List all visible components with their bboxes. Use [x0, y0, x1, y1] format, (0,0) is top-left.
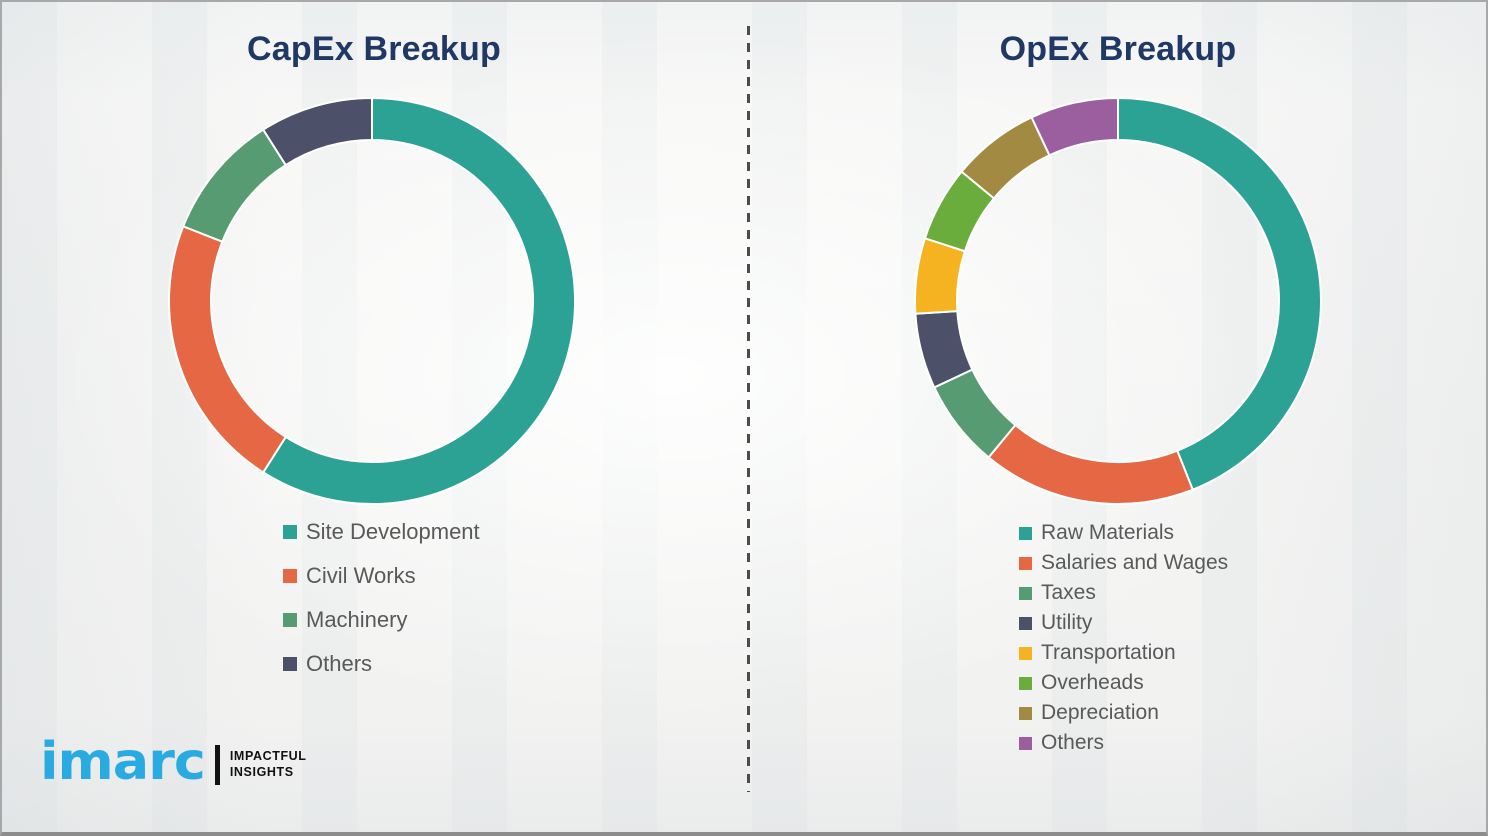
donut-segment-others [1030, 96, 1119, 157]
legend-label-taxes: Taxes [1041, 581, 1096, 604]
legend-swatch-others [283, 657, 297, 671]
legend-swatch-overheads [1019, 676, 1032, 690]
legend-label-site-development: Site Development [306, 519, 480, 544]
donut-segment-salaries-and-wages [987, 423, 1195, 505]
donut-segment-machinery [181, 128, 288, 244]
legend-swatch-raw-materials [1019, 526, 1032, 540]
legend-swatch-transportation [1019, 646, 1032, 660]
legend-item-transportation: Transportation [1019, 638, 1228, 668]
logo-divider-bar [214, 745, 220, 785]
capex-chart-title: CapEx Breakup [247, 30, 501, 68]
legend-item-civil-works: Civil Works [283, 554, 480, 598]
logo-tagline-line1: IMPACTFUL [229, 749, 307, 764]
legend-item-overheads: Overheads [1019, 668, 1228, 698]
legend-item-site-development: Site Development [283, 510, 480, 554]
donut-segment-raw-materials [1117, 96, 1322, 492]
donut-segment-site-development [261, 96, 576, 505]
opex-donut-chart [914, 96, 1322, 505]
legend-item-machinery: Machinery [283, 598, 480, 642]
legend-label-overheads: Overheads [1041, 671, 1144, 694]
logo-tagline: IMPACTFUL INSIGHTS [230, 749, 307, 780]
legend-swatch-taxes [1019, 586, 1032, 600]
vertical-dashed-divider [747, 26, 750, 792]
legend-item-raw-materials: Raw Materials [1019, 518, 1228, 548]
legend-label-salaries-and-wages: Salaries and Wages [1041, 551, 1229, 574]
legend-label-utility: Utility [1041, 611, 1093, 634]
capex-legend: Site Development Civil Works Machinery Othe… [283, 510, 480, 686]
legend-swatch-depreciation [1019, 706, 1032, 720]
legend-item-utility: Utility [1019, 608, 1228, 638]
imarc-logo: imarc IMPACTFUL INSIGHTS [40, 735, 307, 789]
legend-swatch-machinery [283, 613, 297, 627]
legend-item-depreciation: Depreciation [1019, 698, 1228, 728]
donut-segment-others [261, 96, 373, 167]
donut-segment-civil-works [168, 224, 288, 474]
legend-swatch-salaries-and-wages [1019, 556, 1032, 570]
legend-swatch-utility [1019, 616, 1032, 630]
legend-label-machinery: Machinery [306, 607, 408, 632]
imarc-wordmark: imarc [40, 731, 206, 792]
opex-chart-title: OpEx Breakup [999, 30, 1237, 68]
legend-item-others: Others [283, 642, 480, 686]
legend-label-raw-materials: Raw Materials [1041, 521, 1175, 544]
legend-swatch-others [1019, 736, 1032, 750]
legend-swatch-civil-works [283, 569, 297, 583]
legend-swatch-site-development [283, 525, 297, 539]
legend-item-salaries-and-wages: Salaries and Wages [1019, 548, 1228, 578]
opex-legend: Raw Materials Salaries and Wages Taxes Util… [1019, 518, 1228, 758]
legend-label-transportation: Transportation [1041, 641, 1176, 664]
legend-label-civil-works: Civil Works [306, 563, 416, 588]
legend-label-depreciation: Depreciation [1041, 701, 1159, 724]
legend-label-others: Others [1041, 731, 1105, 754]
logo-tagline-line2: INSIGHTS [229, 765, 294, 779]
capex-donut-chart [168, 96, 576, 505]
legend-item-others: Others [1019, 728, 1228, 758]
legend-label-others: Others [306, 651, 373, 676]
legend-item-taxes: Taxes [1019, 578, 1228, 608]
